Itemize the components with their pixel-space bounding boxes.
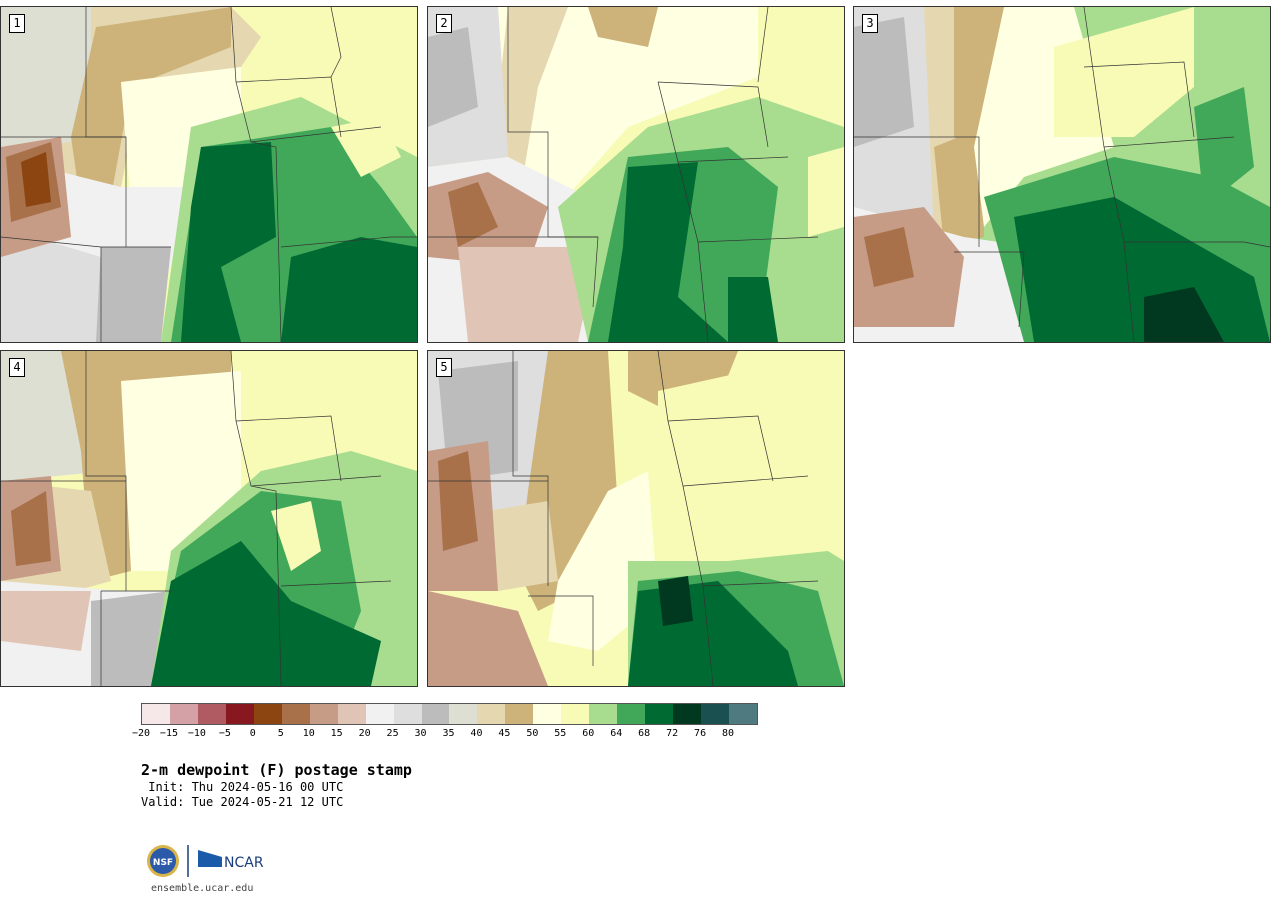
colorbar-swatch — [197, 704, 226, 724]
colorbar-tick-label: 45 — [498, 728, 511, 739]
svg-text:NCAR: NCAR — [224, 855, 264, 871]
dewpoint-map — [854, 7, 1270, 342]
colorbar-tick-label: 80 — [722, 728, 735, 739]
valid-time: Valid: Tue 2024-05-21 12 UTC — [141, 795, 344, 809]
colorbar-swatch — [337, 704, 366, 724]
member-label: 1 — [9, 14, 25, 33]
colorbar-tick-label: 72 — [666, 728, 679, 739]
colorbar-swatch — [617, 704, 646, 724]
colorbar-tick-label: 20 — [358, 728, 371, 739]
colorbar-tick-labels: −20 −15 −10 −5 0 5 10 15 20 25 30 35 40 45 50 55 60 64 68 7… — [132, 728, 758, 742]
colorbar-swatch — [505, 704, 534, 724]
colorbar-swatch — [365, 704, 394, 724]
colorbar-swatch — [421, 704, 450, 724]
colorbar-swatch — [449, 704, 478, 724]
colorbar-swatch — [225, 704, 254, 724]
colorbar-tick-label: 64 — [610, 728, 623, 739]
dewpoint-map — [428, 7, 844, 342]
dewpoint-colorbar — [141, 703, 758, 725]
colorbar-tick-label: 5 — [277, 728, 284, 739]
dewpoint-map — [428, 351, 844, 686]
ensemble-member-map-5: 5 — [427, 350, 845, 687]
colorbar-swatch — [253, 704, 282, 724]
colorbar-tick-label: 35 — [442, 728, 455, 739]
colorbar-swatch — [309, 704, 338, 724]
colorbar-tick-label: 25 — [386, 728, 399, 739]
colorbar-tick-label: −20 — [131, 728, 151, 739]
colorbar-tick-label: 40 — [470, 728, 483, 739]
colorbar-swatch — [561, 704, 590, 724]
colorbar-tick-label: 76 — [694, 728, 707, 739]
colorbar-swatch — [589, 704, 618, 724]
ensemble-member-map-4: 4 — [0, 350, 418, 687]
colorbar-tick-label: 30 — [414, 728, 427, 739]
colorbar-tick-label: 15 — [330, 728, 343, 739]
chart-title: 2-m dewpoint (F) postage stamp — [141, 761, 412, 779]
colorbar-swatch — [169, 704, 198, 724]
ensemble-member-map-2: 2 — [427, 6, 845, 343]
svg-text:NSF: NSF — [153, 858, 173, 868]
member-label: 5 — [436, 358, 452, 377]
colorbar-swatch — [281, 704, 310, 724]
colorbar-tick-label: 55 — [554, 728, 567, 739]
colorbar-swatch — [645, 704, 674, 724]
nsf-ncar-logos: NSF NCAR — [147, 845, 264, 877]
ncar-logo-icon: NCAR — [198, 850, 264, 871]
colorbar-tick-label: 10 — [302, 728, 315, 739]
colorbar-swatch — [477, 704, 506, 724]
website-url: ensemble.ucar.edu — [151, 883, 254, 894]
ensemble-member-map-3: 3 — [853, 6, 1271, 343]
colorbar-swatch — [673, 704, 702, 724]
colorbar-swatch — [701, 704, 730, 724]
colorbar-tick-label: 68 — [638, 728, 651, 739]
member-label: 4 — [9, 358, 25, 377]
colorbar-tick-label: 60 — [582, 728, 595, 739]
colorbar-swatch — [533, 704, 562, 724]
colorbar-tick-label: 50 — [526, 728, 539, 739]
nsf-logo-icon: NSF — [147, 845, 179, 877]
colorbar-tick-label: −15 — [159, 728, 178, 739]
colorbar-swatch — [729, 704, 757, 724]
colorbar-tick-label: −5 — [218, 728, 231, 739]
colorbar-swatch — [142, 704, 170, 724]
init-time: Init: Thu 2024-05-16 00 UTC — [141, 780, 344, 794]
colorbar-tick-label: 0 — [249, 728, 256, 739]
dewpoint-map — [1, 351, 417, 686]
member-label: 3 — [862, 14, 878, 33]
colorbar-swatch — [393, 704, 422, 724]
dewpoint-map — [1, 7, 417, 342]
member-label: 2 — [436, 14, 452, 33]
colorbar-tick-label: −10 — [187, 728, 206, 739]
ensemble-member-map-1: 1 — [0, 6, 418, 343]
